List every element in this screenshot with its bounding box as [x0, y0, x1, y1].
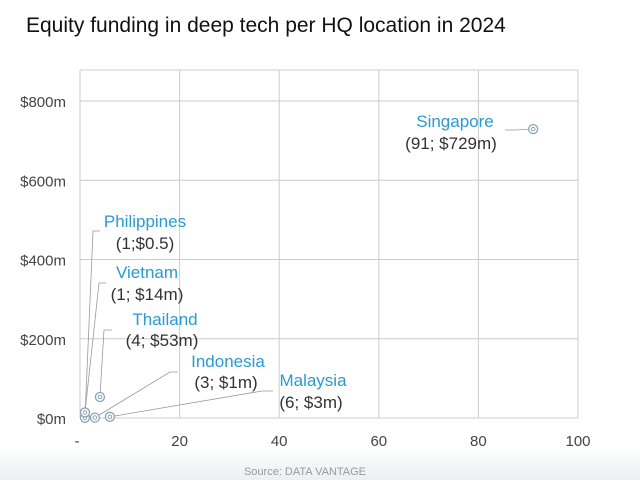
point-value-label: (1; $14m): [111, 285, 184, 304]
data-point-thailand: [94, 391, 106, 403]
data-point-inner: [107, 414, 113, 420]
point-value-label: (4; $53m): [126, 331, 199, 350]
source-note: Source: DATA VANTAGE: [243, 466, 367, 478]
x-tick-label: 40: [271, 433, 288, 450]
y-tick-label: $600m: [20, 173, 66, 190]
x-tick-label: 80: [470, 433, 487, 450]
point-name-label: Malaysia: [279, 371, 347, 390]
point-value-label: (6; $3m): [279, 393, 342, 412]
leader-line: [505, 128, 534, 131]
data-point-inner: [92, 415, 98, 420]
footer: [0, 448, 640, 480]
data-point-vietnam: [79, 407, 91, 418]
point-name-label: Philippines: [104, 212, 186, 231]
point-name-label: Indonesia: [191, 352, 265, 371]
point-name-label: Vietnam: [116, 263, 178, 282]
x-tick-label: 100: [565, 433, 590, 450]
x-tick-label: 60: [370, 433, 387, 450]
point-value-label: (91; $729m): [405, 134, 497, 153]
leader-line: [84, 230, 100, 418]
data-point-malaysia: [104, 411, 116, 422]
y-tick-label: $400m: [20, 253, 66, 270]
data-point-inner: [97, 394, 103, 400]
y-tick-label: $200m: [20, 332, 66, 349]
leader-line: [109, 390, 273, 418]
point-name-label: Thailand: [132, 310, 197, 329]
leader-line: [99, 329, 112, 398]
chart-title: Equity funding in deep tech per HQ locat…: [26, 14, 506, 37]
point-value-label: (3; $1m): [194, 373, 257, 392]
data-point-inner: [82, 410, 88, 415]
point-name-label: Singapore: [416, 112, 494, 131]
data-point-singapore: [528, 123, 539, 135]
point-value-label: (1;$0.5): [116, 234, 175, 253]
x-tick-label: -: [75, 433, 80, 450]
leader-line: [84, 282, 106, 413]
data-point-indonesia: [89, 412, 101, 423]
x-tick-label: 20: [171, 433, 188, 450]
y-tick-label: $800m: [20, 94, 66, 111]
leader-line: [94, 371, 178, 418]
y-tick-label: $0m: [37, 411, 66, 428]
data-point-inner: [530, 126, 536, 132]
